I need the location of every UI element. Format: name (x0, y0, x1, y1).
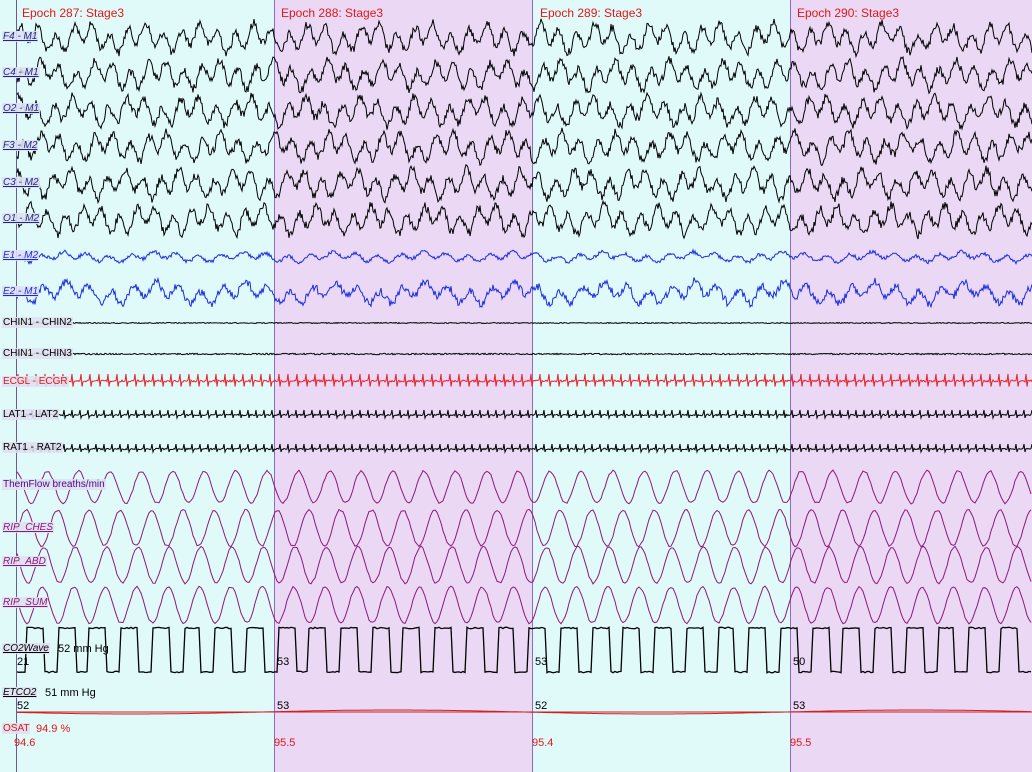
channel-label-osat[interactable]: OSAT (2, 723, 31, 734)
channel-label-lat1-lat2[interactable]: LAT1 - LAT2 (2, 409, 60, 420)
e2-m1-trace (16, 276, 1032, 309)
o1-m2-trace (16, 199, 1032, 240)
channel-label-themflow[interactable]: ThemFlow breaths/min (2, 479, 106, 490)
channel-label-f3-m2[interactable]: F3 - M2 (2, 140, 39, 151)
chin1-chin2-trace (16, 321, 1032, 325)
o2-m1-trace (16, 91, 1032, 131)
channel-label-chin1-chin3[interactable]: CHIN1 - CHIN3 (2, 348, 73, 359)
f3-m2-trace (16, 127, 1032, 167)
chin1-chin3-trace (16, 352, 1032, 356)
osat-value-epoch-290: 95.5 (790, 737, 812, 749)
co2wave-readout: 52 mm Hg (58, 643, 109, 655)
c4-m1-trace (16, 55, 1032, 95)
f4-m1-trace (16, 18, 1032, 59)
osat-value-epoch-289: 95.4 (532, 737, 554, 749)
channel-label-e1-m2[interactable]: E1 - M2 (2, 250, 40, 261)
etco2-value-epoch-287: 52 (17, 700, 30, 712)
channel-label-c3-m2[interactable]: C3 - M2 (2, 177, 40, 188)
epoch-288-title[interactable]: Epoch 288: Stage3 (281, 6, 384, 20)
osat-readout: 94.9 % (36, 723, 71, 735)
channel-label-rat1-rat2[interactable]: RAT1 - RAT2 (2, 442, 63, 453)
etco2-value-epoch-289: 52 (535, 700, 548, 712)
rip-ches-trace (16, 508, 1032, 548)
epoch-287-title[interactable]: Epoch 287: Stage3 (22, 6, 125, 20)
channel-label-co2wave[interactable]: CO2Wave (2, 643, 50, 654)
e1-m2-trace (16, 248, 1032, 265)
co2wave-value-epoch-290: 50 (793, 656, 806, 668)
lat1-lat2-trace (16, 409, 1032, 420)
ecgl-ecgr-trace (16, 373, 1032, 387)
channel-label-rip-ches[interactable]: RIP_CHES (2, 522, 55, 533)
epoch-divider (790, 0, 791, 772)
channel-label-f4-m1[interactable]: F4 - M1 (2, 31, 39, 42)
epoch-divider (274, 0, 275, 772)
epoch-290-title[interactable]: Epoch 290: Stage3 (797, 6, 900, 20)
rat1-rat2-trace (16, 443, 1032, 454)
co2wave-value-epoch-289: 53 (535, 656, 548, 668)
channel-label-rip-abd[interactable]: RIP_ABD (2, 556, 47, 567)
osat-value-epoch-287: 94.6 (14, 737, 36, 749)
etco2-readout: 51 mm Hg (45, 687, 96, 699)
epoch-289-title[interactable]: Epoch 289: Stage3 (540, 6, 643, 20)
channel-label-c4-m1[interactable]: C4 - M1 (2, 67, 40, 78)
osat-value-epoch-288: 95.5 (274, 737, 296, 749)
channel-label-etco2[interactable]: ETCO2 (2, 687, 38, 698)
epoch-288-background (274, 0, 532, 772)
c3-m2-trace (16, 163, 1032, 205)
channel-label-o1-m2[interactable]: O1 - M2 (2, 213, 41, 224)
etco2-value-epoch-288: 53 (277, 700, 290, 712)
co2wave-value-epoch-288: 53 (277, 656, 290, 668)
rip-abd-trace (16, 545, 1032, 585)
rip-sum-trace (16, 585, 1032, 625)
epoch-289-background (532, 0, 790, 772)
channel-label-o2-m1[interactable]: O2 - M1 (2, 103, 41, 114)
channel-label-ecgl-ecgr[interactable]: ECGL - ECGR (2, 376, 69, 387)
channel-label-rip-sum[interactable]: RIP_SUM (2, 597, 49, 608)
co2wave-trace (16, 626, 1032, 674)
channel-label-e2-m1[interactable]: E2 - M1 (2, 286, 40, 297)
themflow-breaths-min-trace (16, 469, 1032, 505)
etco2-value-epoch-290: 53 (793, 700, 806, 712)
channel-label-chin1-chin2[interactable]: CHIN1 - CHIN2 (2, 317, 73, 328)
co2wave-value-epoch-287: 21 (17, 656, 30, 668)
